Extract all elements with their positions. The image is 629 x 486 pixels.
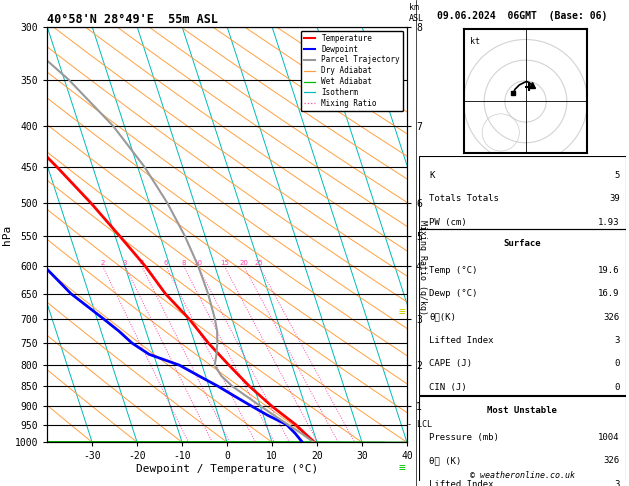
Text: Most Unstable: Most Unstable (487, 406, 557, 415)
Text: 3: 3 (615, 336, 620, 345)
Text: 20: 20 (240, 260, 248, 266)
Text: Mixing Ratio (g/kg): Mixing Ratio (g/kg) (418, 220, 426, 315)
Text: CIN (J): CIN (J) (429, 383, 467, 392)
Text: 3: 3 (615, 480, 620, 486)
Text: Totals Totals: Totals Totals (429, 194, 499, 204)
Text: 3: 3 (123, 260, 127, 266)
Text: 09.06.2024  06GMT  (Base: 06): 09.06.2024 06GMT (Base: 06) (437, 11, 608, 21)
Text: Lifted Index: Lifted Index (429, 336, 494, 345)
Text: km
ASL: km ASL (409, 3, 424, 22)
Text: 326: 326 (603, 456, 620, 466)
Legend: Temperature, Dewpoint, Parcel Trajectory, Dry Adiabat, Wet Adiabat, Isotherm, Mi: Temperature, Dewpoint, Parcel Trajectory… (301, 31, 403, 111)
Bar (419, 156, 626, 229)
Text: - LCL: - LCL (407, 420, 432, 429)
Bar (419, 229, 626, 395)
Text: 40°58'N 28°49'E  55m ASL: 40°58'N 28°49'E 55m ASL (47, 13, 218, 26)
Text: © weatheronline.co.uk: © weatheronline.co.uk (470, 471, 575, 480)
Text: θᴛ (K): θᴛ (K) (429, 456, 462, 466)
Text: ≡: ≡ (399, 463, 406, 472)
Text: 0: 0 (615, 360, 620, 368)
Text: kt: kt (470, 36, 480, 46)
Text: 5: 5 (615, 171, 620, 180)
Text: 10: 10 (193, 260, 203, 266)
Text: 19.6: 19.6 (598, 266, 620, 275)
Text: 15: 15 (220, 260, 229, 266)
Text: ≡: ≡ (399, 307, 406, 317)
Text: 8: 8 (181, 260, 186, 266)
Text: Dewp (°C): Dewp (°C) (429, 289, 477, 298)
Text: 25: 25 (255, 260, 264, 266)
Text: 2: 2 (101, 260, 105, 266)
Text: 0: 0 (615, 383, 620, 392)
X-axis label: Dewpoint / Temperature (°C): Dewpoint / Temperature (°C) (136, 464, 318, 474)
Text: Pressure (mb): Pressure (mb) (429, 433, 499, 442)
Text: 1004: 1004 (598, 433, 620, 442)
Bar (419, 397, 626, 486)
Text: 6: 6 (164, 260, 168, 266)
Text: θᴛ(K): θᴛ(K) (429, 312, 456, 322)
Text: CAPE (J): CAPE (J) (429, 360, 472, 368)
Text: Temp (°C): Temp (°C) (429, 266, 477, 275)
Text: Lifted Index: Lifted Index (429, 480, 494, 486)
Text: 16.9: 16.9 (598, 289, 620, 298)
Y-axis label: hPa: hPa (2, 225, 12, 244)
Text: 4: 4 (140, 260, 144, 266)
Text: PW (cm): PW (cm) (429, 218, 467, 227)
Text: Surface: Surface (504, 239, 541, 248)
Text: 326: 326 (603, 312, 620, 322)
Text: K: K (429, 171, 435, 180)
Text: 39: 39 (609, 194, 620, 204)
Text: 1.93: 1.93 (598, 218, 620, 227)
